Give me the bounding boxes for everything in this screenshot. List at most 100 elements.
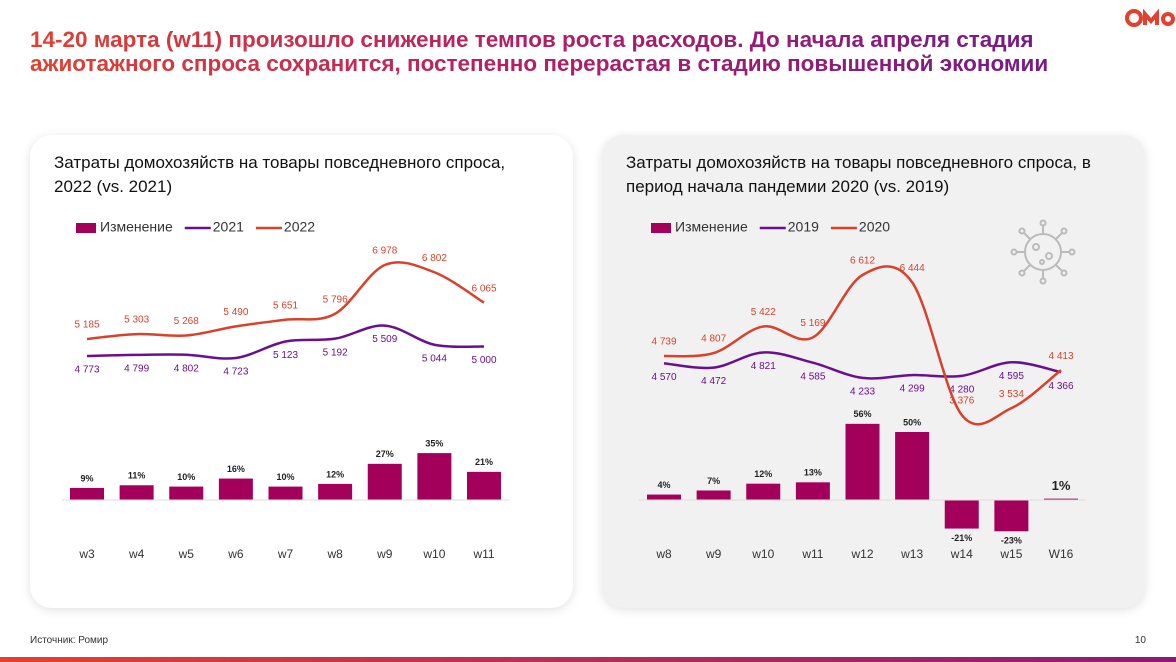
x-tick-label: w11 [472, 547, 494, 561]
line-value-label: 4 802 [174, 363, 199, 374]
bar-value-label: -21% [951, 533, 972, 543]
bar-value-label: 10% [276, 472, 294, 482]
legend-swatch [651, 223, 671, 233]
line-value-label: 5 651 [273, 300, 298, 311]
bar-value-label: 35% [425, 438, 443, 448]
line [663, 351, 1062, 380]
line-value-label: 4 773 [74, 365, 99, 376]
bar [318, 483, 353, 500]
bar [467, 471, 501, 500]
page-number: 10 [1134, 635, 1146, 646]
x-tick-label: w3 [78, 547, 95, 561]
line-value-label: 6 612 [850, 256, 875, 267]
bar-value-label: 1% [1052, 478, 1071, 493]
x-tick-label: w9 [376, 547, 393, 561]
x-tick-label: w11 [801, 547, 823, 561]
line-value-label: 4 585 [800, 371, 825, 382]
bar-value-label: 27% [376, 449, 394, 459]
bar [119, 485, 154, 500]
line-value-label: 4 366 [1048, 381, 1073, 392]
line [86, 261, 485, 341]
line-value-label: 5 796 [323, 294, 348, 305]
line-value-label: 5 044 [422, 353, 447, 364]
x-tick-label: w7 [277, 547, 294, 561]
x-tick-label: w15 [999, 547, 1022, 561]
line-value-label: 6 065 [471, 283, 496, 294]
chart-card: Затраты домохозяйств на товары повседнев… [30, 135, 573, 608]
line [86, 324, 485, 360]
bar-value-label: 9% [80, 473, 93, 483]
legend-label: 2019 [788, 219, 819, 235]
x-tick-label: w14 [950, 547, 973, 561]
line-value-label: 3 376 [949, 396, 974, 407]
line-value-label: 5 123 [273, 350, 298, 361]
line-value-label: 4 299 [900, 384, 925, 395]
line-value-label: 4 233 [850, 387, 875, 398]
bar-value-label: 11% [128, 471, 146, 481]
line-value-label: 4 472 [701, 376, 726, 387]
x-tick-label: W16 [1049, 547, 1074, 561]
legend-label: Изменение [100, 219, 173, 235]
bar-value-label: 21% [475, 457, 493, 467]
bar [696, 490, 731, 500]
x-tick-label: w10 [751, 547, 774, 561]
bar [994, 500, 1029, 532]
bar [895, 432, 930, 500]
bar-value-label: 50% [903, 417, 921, 427]
line-value-label: 5 185 [74, 320, 99, 331]
bar [417, 453, 452, 500]
bar-value-label: -23% [1001, 536, 1022, 546]
bottom-band [0, 657, 1176, 662]
slide-title: 14-20 марта (w11) произошло снижение тем… [30, 28, 1110, 76]
line-value-label: 5 422 [751, 307, 776, 318]
line-value-label: 4 807 [701, 334, 726, 345]
line-value-label: 4 821 [751, 361, 776, 372]
bar [944, 500, 979, 529]
bar-value-label: 56% [853, 409, 871, 419]
x-tick-label: w13 [900, 547, 923, 561]
bar [169, 486, 204, 500]
bar-value-label: 12% [326, 469, 344, 479]
bar [845, 423, 880, 500]
legend-label: 2022 [284, 219, 315, 235]
legend-label: 2021 [213, 219, 244, 235]
line-value-label: 4 595 [999, 371, 1024, 382]
line-value-label: 5 303 [124, 315, 149, 326]
bar [795, 482, 830, 500]
logo [1125, 8, 1175, 27]
x-tick-label: w10 [422, 547, 445, 561]
bar [70, 487, 104, 500]
line-value-label: 5 000 [471, 355, 496, 366]
x-tick-label: w9 [705, 547, 722, 561]
bar [268, 486, 303, 500]
virus-icon [1010, 219, 1076, 285]
x-tick-label: w8 [326, 547, 343, 561]
bar [746, 483, 781, 500]
x-tick-label: w12 [850, 547, 873, 561]
bar [367, 463, 402, 500]
x-tick-label: w6 [227, 547, 244, 561]
bar-value-label: 13% [804, 468, 822, 478]
line-value-label: 4 570 [651, 372, 676, 383]
line-value-label: 5 268 [174, 316, 199, 327]
line-value-label: 5 192 [323, 347, 348, 358]
bar-value-label: 4% [657, 480, 670, 490]
legend-swatch [76, 223, 96, 233]
legend-label: 2020 [859, 219, 890, 235]
legend-label: Изменение [675, 219, 748, 235]
x-tick-label: w4 [128, 547, 145, 561]
x-tick-label: w5 [178, 547, 195, 561]
bar-value-label: 12% [754, 469, 772, 479]
bar [218, 478, 253, 500]
source: Источник: Ромир [30, 635, 109, 646]
chart-title: Затраты домохозяйств на товары повседнев… [626, 153, 1091, 196]
x-tick-label: w8 [655, 547, 672, 561]
bar [647, 494, 681, 500]
bar-value-label: 10% [177, 472, 195, 482]
line-value-label: 6 444 [900, 263, 925, 274]
chart-card: Затраты домохозяйств на товары повседнев… [602, 135, 1145, 608]
line-value-label: 5 509 [372, 334, 397, 345]
chart-title: Затраты домохозяйств на товары повседнев… [54, 153, 506, 196]
